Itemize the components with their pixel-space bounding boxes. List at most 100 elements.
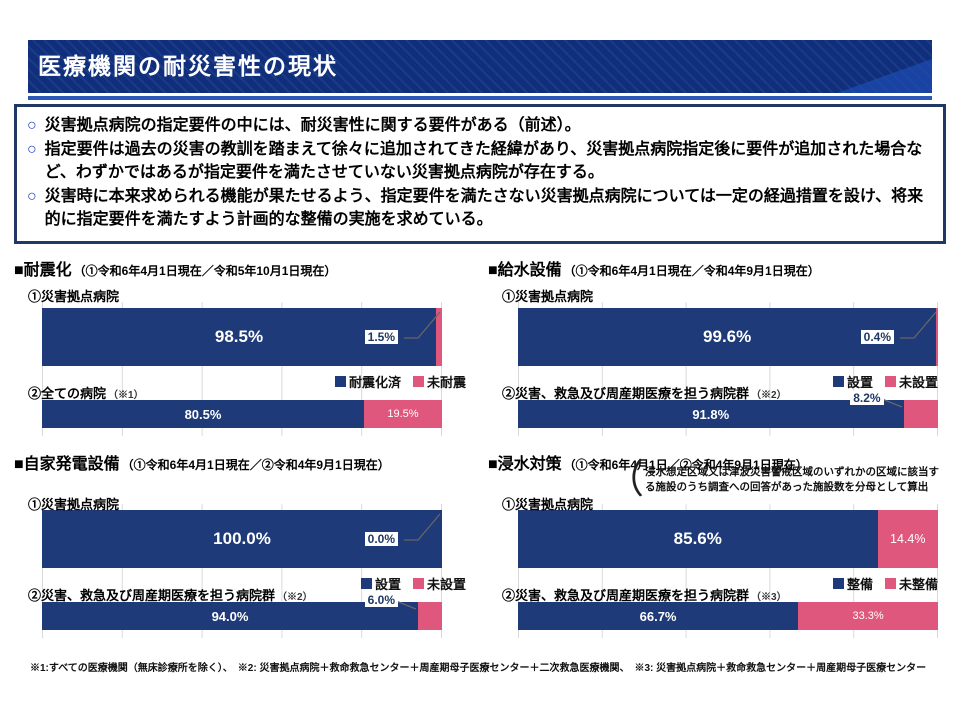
bar-segment-primary [518, 510, 878, 568]
bar-row-label-text: ①災害拠点病院 [28, 497, 120, 512]
chart-subtitle: （①令和6年4月1日現在／令和4年9月1日現在） [563, 264, 820, 278]
legend-swatch-secondary [412, 578, 424, 589]
legend-label: 整備 [846, 577, 873, 592]
stacked-bar: 94.0% 6.0% [42, 593, 442, 630]
header-accent-shape [837, 59, 932, 93]
bullet-item: ○ 災害拠点病院の指定要件の中には、耐災害性に関する要件がある（前述）。 [23, 114, 933, 137]
key-points-box: ○ 災害拠点病院の指定要件の中には、耐災害性に関する要件がある（前述）。 ○ 指… [14, 104, 946, 244]
legend-item: 未設置 [884, 372, 938, 391]
chart-title: ■給水設備 [488, 262, 562, 279]
legend-item: 未耐震 [412, 372, 466, 391]
bar-row-label-note: （※2） [277, 592, 313, 603]
bar-value-secondary: 19.5% [387, 408, 419, 420]
bar-segment-primary [42, 400, 364, 428]
chart-legend: 整備 未整備 [832, 574, 938, 593]
bar-row-label: ①災害拠点病院 [28, 494, 119, 513]
bar-value-secondary-callout: 0.0% [364, 532, 398, 546]
bar-segment-secondary [877, 510, 938, 568]
bracket-icon: （ [606, 457, 645, 503]
legend-label: 未耐震 [426, 375, 466, 390]
chart-section-seismic: ■耐震化 （①令和6年4月1日現在／令和5年10月1日現在） ①災害拠点病院 98.5… [14, 256, 466, 446]
bar-row-label: ②災害、救急及び周産期医療を担う病院群 （※2） [502, 383, 787, 402]
bar-value-primary: 94.0% [211, 608, 249, 624]
chart-subtitle: （①令和6年4月1日現在／令和5年10月1日現在） [73, 264, 337, 278]
chart-title: ■自家発電設備 [14, 456, 120, 473]
legend-label: 未整備 [898, 577, 938, 592]
bar-segment-primary [518, 602, 799, 630]
legend-label: 未設置 [898, 375, 938, 390]
bar-row-label: ②全ての病院 （※1） [28, 383, 144, 402]
bar-row-label-note: （※2） [751, 390, 787, 401]
legend-swatch-primary [832, 376, 844, 387]
chart-section-flood: ■浸水対策 （①令和6年4月1日／②令和4年9月1日現在）（浸水想定区域又は津波災… [488, 450, 946, 648]
footnote: ※1:すべての医療機関（無床診療所を除く）、 ※2: 災害拠点病院＋救命救急セン… [30, 663, 927, 674]
bar-row-label-note: （※3） [751, 592, 787, 603]
stacked-bar: 80.5% 19.5% [42, 400, 442, 428]
bar-value-secondary-callout: 8.2% [850, 391, 884, 405]
chart-section-generator: ■自家発電設備 （①令和6年4月1日現在／②令和4年9月1日現在） ①災害拠点病院 1… [14, 450, 466, 648]
chart-legend: 耐震化済 未耐震 [334, 372, 466, 391]
bar-value-primary: 85.6% [673, 529, 722, 548]
stacked-bar: 98.5% 1.5% [42, 308, 442, 366]
bullet-circle-icon: ○ [27, 141, 37, 158]
bar-segment-secondary [364, 400, 442, 428]
page-title: 医療機関の耐災害性の現状 [38, 53, 338, 79]
bar-segment-primary [518, 400, 904, 428]
chart-title: ■浸水対策 [488, 456, 562, 473]
leader-line-icon [404, 311, 441, 339]
bar-row-label-text: ②災害、救急及び周産期医療を担う病院群 [502, 588, 750, 603]
bar-value-primary: 80.5% [184, 406, 222, 422]
bar-segment-primary [42, 602, 418, 630]
chart-subtitle: （①令和6年4月1日／②令和4年9月1日現在） [563, 458, 808, 472]
stacked-bar: 91.8% 8.2% [518, 391, 938, 428]
legend-item: 設置 [832, 372, 873, 391]
legend-label: 未設置 [426, 577, 466, 592]
bullet-text: 指定要件は過去の災害の教訓を踏まえて徐々に追加されてきた経緯があり、災害拠点病院… [44, 141, 923, 181]
chart-header: ■自家発電設備 （①令和6年4月1日現在／②令和4年9月1日現在） [14, 450, 466, 474]
annotation-text: 浸水想定区域又は津波災害警戒区域のいずれかの区域に該当する施設のうち調査への回答… [645, 466, 940, 494]
bar-row-label: ①災害拠点病院 [28, 286, 119, 305]
bar-row-label-text: ①災害拠点病院 [28, 289, 120, 304]
stacked-bar: 100.0% 0.0% [42, 510, 442, 568]
bar-value-secondary-callout: 6.0% [364, 593, 398, 607]
bar-segment-secondary [798, 602, 938, 630]
legend-item: 設置 [360, 574, 401, 593]
bullet-text: 災害時に本来求められる機能が果たせるよう、指定要件を満たさない災害拠点病院につい… [44, 188, 924, 228]
bar-segment-secondary [936, 308, 938, 366]
legend-item: 未設置 [412, 574, 466, 593]
bar-row-label: ①災害拠点病院 [502, 494, 593, 513]
bullet-circle-icon: ○ [27, 117, 37, 134]
bar-value-secondary-callout: 0.4% [860, 330, 894, 344]
bar-row-label: ①災害拠点病院 [502, 286, 593, 305]
bar-row-label-text: ①災害拠点病院 [502, 497, 594, 512]
bar-segment-secondary [418, 602, 442, 630]
leader-line-icon [396, 600, 417, 610]
bullet-text: 災害拠点病院の指定要件の中には、耐災害性に関する要件がある（前述）。 [44, 117, 581, 134]
stacked-bar: 85.6% 14.4% [518, 510, 938, 568]
bar-segment-secondary [903, 400, 938, 428]
bar-row-label: ②災害、救急及び周産期医療を担う病院群 （※3） [502, 585, 787, 604]
chart-header: ■給水設備 （①令和6年4月1日現在／令和4年9月1日現在） [488, 256, 946, 280]
bullet-item: ○ 指定要件は過去の災害の教訓を踏まえて徐々に追加されてきた経緯があり、災害拠点… [23, 138, 933, 184]
bar-segment-secondary [436, 308, 442, 366]
bar-value-secondary: 14.4% [890, 532, 926, 546]
chart-annotation: （浸水想定区域又は津波災害警戒区域のいずれかの区域に該当する施設のうち調査への回… [606, 457, 944, 503]
legend-swatch-secondary [884, 376, 896, 387]
legend-item: 整備 [832, 574, 873, 593]
bar-value-primary: 91.8% [692, 406, 730, 422]
bullet-item: ○ 災害時に本来求められる機能が果たせるよう、指定要件を満たさない災害拠点病院に… [23, 185, 933, 231]
chart-subtitle: （①令和6年4月1日現在／②令和4年9月1日現在） [121, 458, 390, 472]
legend-item: 耐震化済 [334, 372, 401, 391]
leader-line-icon [900, 311, 937, 339]
legend-label: 耐震化済 [348, 375, 401, 390]
leader-line-icon [881, 398, 902, 408]
bar-value-primary: 99.6% [703, 327, 752, 346]
bar-row-label-text: ②災害、救急及び周産期医療を担う病院群 [28, 588, 276, 603]
bar-value-primary: 98.5% [214, 327, 264, 346]
bar-value-secondary: 33.3% [852, 610, 884, 622]
bullet-circle-icon: ○ [27, 188, 37, 205]
bar-value-primary: 66.7% [639, 608, 677, 624]
chart-section-water-supply: ■給水設備 （①令和6年4月1日現在／令和4年9月1日現在） ①災害拠点病院 99.6… [488, 256, 946, 446]
chart-header: ■耐震化 （①令和6年4月1日現在／令和5年10月1日現在） [14, 256, 466, 280]
